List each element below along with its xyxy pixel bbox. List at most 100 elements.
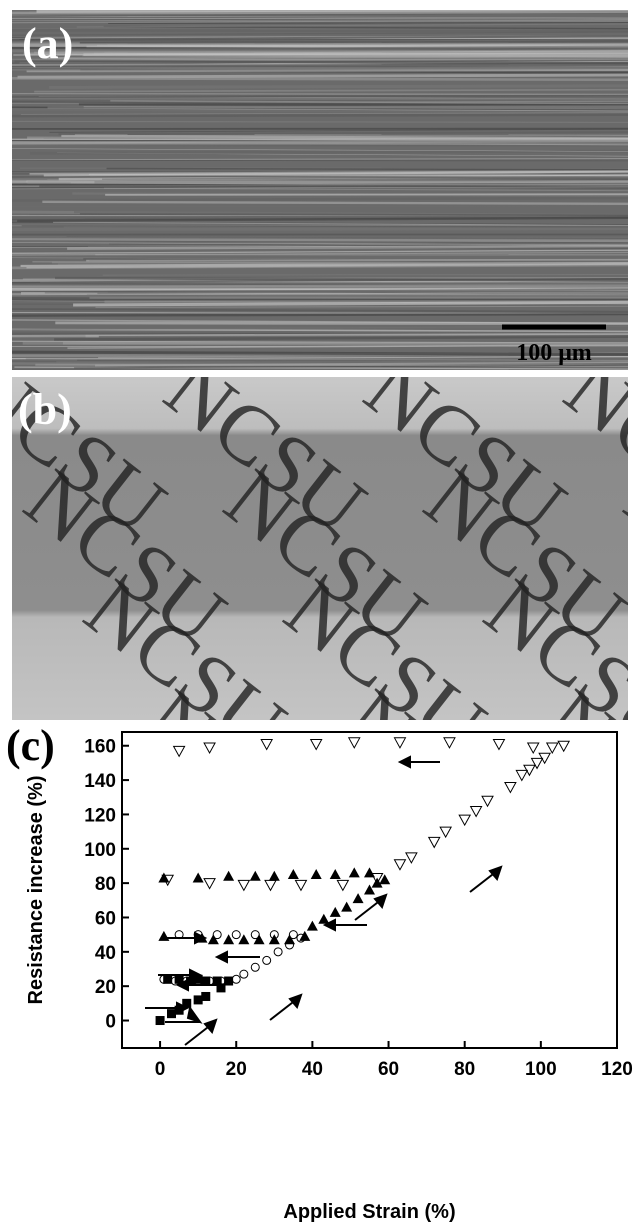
data-point <box>264 879 277 892</box>
data-point <box>347 737 361 749</box>
x-tick-label: 100 <box>525 1059 557 1080</box>
data-point <box>159 974 169 984</box>
streak <box>12 97 628 101</box>
streak <box>42 200 628 205</box>
streak <box>76 23 628 28</box>
streak <box>55 321 628 326</box>
streak <box>12 93 628 96</box>
streak <box>17 73 628 79</box>
data-point <box>557 740 571 753</box>
streak <box>12 59 628 65</box>
data-point <box>492 739 506 751</box>
data-point <box>205 976 215 986</box>
data-point <box>504 781 517 794</box>
streak <box>12 312 628 317</box>
data-point <box>238 934 250 945</box>
data-point <box>273 947 283 957</box>
streak <box>40 281 628 285</box>
streak <box>69 57 628 59</box>
y-tick-label: 20 <box>95 977 116 998</box>
streak <box>12 249 628 255</box>
data-point <box>224 976 234 986</box>
data-point <box>167 1009 176 1019</box>
data-point <box>172 745 186 758</box>
data-point <box>231 974 241 984</box>
data-point <box>310 869 322 880</box>
x-tick-label: 0 <box>155 1059 166 1080</box>
data-point <box>458 814 472 827</box>
data-point <box>223 870 235 881</box>
data-point <box>212 930 222 940</box>
streak <box>12 240 628 245</box>
streak <box>49 84 628 89</box>
streak <box>55 276 628 282</box>
data-point <box>253 934 265 945</box>
streak <box>36 10 628 13</box>
data-point <box>427 836 441 849</box>
arrows <box>145 755 503 1046</box>
streak <box>26 69 628 73</box>
streak <box>47 105 628 110</box>
streak <box>21 225 628 228</box>
data-point <box>250 930 260 940</box>
x-tick-label: 80 <box>454 1059 475 1080</box>
data-point <box>239 969 249 979</box>
data-point <box>309 739 323 751</box>
data-point <box>370 872 384 885</box>
streak <box>12 251 628 256</box>
streak <box>12 283 628 289</box>
panel-label: (a) <box>22 19 73 68</box>
x-tick-label: 40 <box>302 1059 323 1080</box>
panel-label: (c) <box>6 721 55 770</box>
streak <box>30 149 628 155</box>
streak <box>67 344 628 349</box>
x-tick-label: 60 <box>378 1059 399 1080</box>
y-tick-label: 40 <box>95 943 116 964</box>
y-axis-title: Resistance increase (%) <box>25 775 47 1004</box>
streak <box>12 141 628 146</box>
scale-bar-label: 100 μm <box>516 340 592 366</box>
data-point <box>530 757 544 770</box>
streak <box>12 63 628 69</box>
streak <box>79 213 628 217</box>
data-point <box>161 874 175 887</box>
streak <box>108 22 628 25</box>
data-point <box>174 1005 184 1015</box>
streak <box>103 187 628 192</box>
data-point <box>155 1016 165 1026</box>
streak <box>12 113 628 118</box>
streak <box>12 120 628 123</box>
streak <box>12 35 628 41</box>
y-tick-label: 160 <box>84 737 116 758</box>
data-point <box>538 752 551 765</box>
data-point <box>329 906 341 917</box>
data-point <box>405 852 418 864</box>
x-tick-label: 20 <box>226 1059 247 1080</box>
streak <box>26 263 628 269</box>
streak <box>12 332 628 337</box>
streak <box>102 274 628 276</box>
data-point <box>526 742 540 754</box>
data-point <box>515 769 529 782</box>
data-point <box>193 976 203 986</box>
data-point <box>393 737 407 749</box>
y-tick-label: 100 <box>84 840 116 861</box>
data-point <box>306 920 318 931</box>
data-point <box>469 806 483 818</box>
streak <box>12 17 628 20</box>
data-point <box>193 995 203 1005</box>
data-point <box>352 893 364 904</box>
streak <box>12 294 628 299</box>
data-point <box>318 913 330 924</box>
data-point <box>216 976 226 986</box>
data-point <box>364 884 375 895</box>
streak <box>12 31 628 36</box>
streak <box>12 227 628 231</box>
data-point <box>260 739 274 751</box>
data-point <box>393 859 407 871</box>
data-point <box>249 870 261 881</box>
streak <box>12 238 628 243</box>
streak <box>12 144 628 147</box>
streak <box>34 88 628 93</box>
streak <box>12 100 628 104</box>
